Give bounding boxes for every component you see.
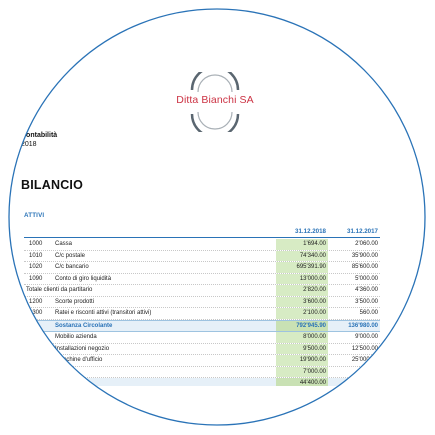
- row-code: 1300: [29, 310, 43, 316]
- value-2018: 2'100.00: [276, 308, 328, 319]
- row-description: Macchine d'ufficio: [55, 357, 103, 363]
- value-2017: 25'000.00: [330, 355, 380, 366]
- value-2017-text: 9'000.00: [355, 334, 378, 340]
- meta-label: Contabilità: [21, 132, 58, 139]
- value-2018: 8'000.00: [276, 332, 328, 343]
- table-row: 1520 Macchine d'ufficio 19'900.00 25'000.00: [24, 355, 380, 367]
- table-row: 7'000.00: [24, 366, 380, 378]
- company-logo: Ditta Bianchi SA: [155, 65, 275, 139]
- row-description: Mobilio azienda: [55, 334, 97, 340]
- value-2017: 9'000.00: [330, 332, 380, 343]
- value-2018-text: 7'000.00: [303, 368, 326, 375]
- table-row: 1500 Mobilio azienda 8'000.00 9'000.00: [24, 332, 380, 344]
- value-2018: 19'900.00: [276, 355, 328, 366]
- value-2018-text: 3'600.00: [303, 298, 326, 305]
- row-code: 1200: [29, 298, 43, 305]
- table-row: 1510 Installazioni negozio 9'500.00 12'500.…: [24, 343, 380, 355]
- row-code: 1520: [29, 357, 43, 363]
- column-header-2018: 31.12.2018: [295, 228, 326, 235]
- value-2018: 74'340.00: [276, 250, 328, 261]
- table-body: 1000 Cassa 1'694.00 2'060.00 1010 C/c postale…: [24, 239, 380, 386]
- value-2017-text: 5'000.00: [355, 275, 378, 282]
- value-2018-text: 695'391.90: [296, 264, 326, 270]
- row-description: Cassa: [55, 241, 73, 247]
- value-2018: 3'600.00: [276, 296, 328, 307]
- table-total-row: 44'400.00: [24, 378, 380, 386]
- value-2017: 136'980.00: [330, 321, 380, 332]
- value-2017: 2'060.00: [330, 239, 380, 250]
- balance-table: 31.12.2018 31.12.2017 1000 Cassa 1'694.00 2…: [24, 228, 380, 386]
- value-2018-text: 19'900.00: [299, 357, 326, 363]
- row-code: 1000: [29, 241, 43, 247]
- value-2018-text: 44'400.00: [299, 380, 326, 386]
- value-2018: 13'000.00: [276, 273, 328, 284]
- value-2017-text: 136'980.00: [348, 322, 378, 329]
- value-2018: 7'000.00: [276, 366, 328, 377]
- value-2018-text: 2'100.00: [303, 310, 326, 316]
- value-2018: 2'820.00: [276, 285, 328, 296]
- section-title: ATTIVI: [24, 212, 45, 219]
- document-meta: Contabilità 2018: [21, 131, 57, 149]
- value-2018: 695'391.90: [276, 262, 328, 273]
- value-2017: 12'500.00: [330, 344, 380, 355]
- value-2017: 560.00: [330, 308, 380, 319]
- value-2017-text: 25'000.00: [351, 357, 378, 363]
- value-2017: 4'360.00: [330, 285, 380, 296]
- row-code: 1500: [29, 334, 43, 340]
- row-description: Ratei e risconti attivi (transitori atti…: [55, 310, 152, 316]
- table-header: 31.12.2018 31.12.2017: [24, 228, 380, 237]
- page-title: BILANCIO: [21, 178, 84, 192]
- value-2018-text: 1'694.00: [303, 241, 326, 247]
- row-description: Scorte prodotti: [55, 298, 95, 305]
- value-2017: 85'600.00: [330, 262, 380, 273]
- row-description: C/c postale: [55, 252, 86, 259]
- header-divider: [24, 237, 380, 238]
- value-2017-text: 35'900.00: [351, 252, 378, 259]
- value-2018-text: 13'000.00: [299, 275, 326, 282]
- table-row: 1090 Conto di giro liquidità 13'000.00 5'00…: [24, 273, 380, 285]
- value-2018-text: 2'820.00: [303, 287, 326, 293]
- value-2018: 9'500.00: [276, 343, 328, 354]
- row-description: C/c bancario: [55, 264, 89, 270]
- value-2018-text: 8'000.00: [303, 334, 326, 340]
- row-description: Totale clienti da partitario: [26, 287, 93, 293]
- table-row: 1010 C/c postale 74'340.00 35'900.00: [24, 250, 380, 262]
- value-2017-text: 12'500.00: [351, 345, 378, 352]
- company-name: Ditta Bianchi SA: [176, 94, 254, 106]
- row-description: Sostanza Circolante: [55, 322, 113, 329]
- value-2017-text: 2'060.00: [355, 241, 378, 247]
- value-2017: 5'000.00: [330, 274, 380, 285]
- value-2017-text: 3'500.00: [355, 298, 378, 305]
- value-2017: [330, 367, 380, 378]
- value-2018: 792'945.90: [276, 320, 328, 331]
- column-header-2017: 31.12.2017: [347, 228, 378, 235]
- row-description: Conto di giro liquidità: [55, 275, 112, 282]
- table-row: Totale clienti da partitario 2'820.00 4'36…: [24, 285, 380, 297]
- value-2018: 1'694.00: [276, 239, 328, 250]
- row-code: 1090: [29, 275, 43, 282]
- value-2017-text: 85'600.00: [351, 264, 378, 270]
- value-2017: [330, 378, 380, 389]
- value-2018-text: 9'500.00: [303, 345, 326, 352]
- value-2018-text: 74'340.00: [299, 252, 326, 259]
- row-code: 1510: [29, 345, 43, 352]
- row-description: Installazioni negozio: [55, 345, 110, 352]
- row-code: 1020: [29, 264, 43, 270]
- table-row: 1000 Cassa 1'694.00 2'060.00: [24, 239, 380, 251]
- value-2017-text: 560.00: [359, 310, 378, 316]
- value-2017-text: 4'360.00: [355, 287, 378, 293]
- value-2018-text: 792'945.90: [296, 322, 326, 329]
- table-total-row: Sostanza Circolante 792'945.90 136'980.00: [24, 319, 380, 332]
- row-code: 1010: [29, 252, 43, 259]
- value-2017: 3'500.00: [330, 297, 380, 308]
- meta-year: 2018: [21, 141, 37, 148]
- table-row: 1200 Scorte prodotti 3'600.00 3'500.00: [24, 296, 380, 308]
- value-2018: 44'400.00: [276, 378, 328, 386]
- table-row: 1300 Ratei e risconti attivi (transitori …: [24, 308, 380, 320]
- table-row: 1020 C/c bancario 695'391.90 85'600.00: [24, 262, 380, 274]
- value-2017: 35'900.00: [330, 251, 380, 262]
